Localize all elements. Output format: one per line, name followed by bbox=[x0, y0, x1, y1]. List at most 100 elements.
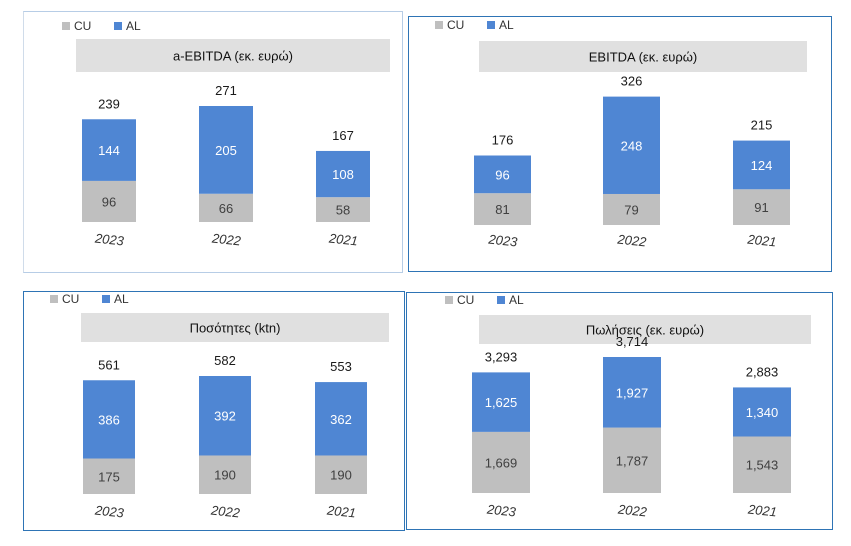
data-label-al-2023: 144 bbox=[98, 143, 120, 158]
legend-label-cu: CU bbox=[447, 18, 464, 32]
bar-al-2021 bbox=[316, 150, 370, 198]
bar-cu-2021 bbox=[733, 436, 791, 493]
data-label-al-2021: 124 bbox=[751, 158, 773, 173]
legend-label-cu: CU bbox=[457, 293, 474, 307]
total-label-2023: 561 bbox=[98, 357, 120, 372]
chart-title: Ποσότητες (ktn) bbox=[190, 321, 281, 336]
bar-al-2022 bbox=[603, 357, 661, 428]
bar-al-2023 bbox=[474, 155, 531, 194]
data-label-al-2022: 1,927 bbox=[616, 385, 649, 400]
data-label-al-2021: 1,340 bbox=[746, 405, 779, 420]
data-label-al-2022: 392 bbox=[214, 409, 236, 424]
legend-swatch-al bbox=[114, 22, 122, 30]
data-label-cu-2022: 190 bbox=[214, 468, 236, 483]
data-label-al-2022: 248 bbox=[621, 138, 643, 153]
data-label-cu-2021: 1,543 bbox=[746, 458, 779, 473]
x-tick-2022: 2022 bbox=[616, 231, 648, 249]
bar-al-2023 bbox=[83, 380, 135, 459]
total-label-2022: 326 bbox=[621, 74, 643, 89]
bar-cu-2021 bbox=[733, 189, 790, 225]
data-label-cu-2023: 81 bbox=[495, 202, 509, 217]
legend-label-cu: CU bbox=[62, 292, 79, 306]
chart-title-bar bbox=[76, 39, 390, 72]
bar-cu-2023 bbox=[83, 458, 135, 494]
legend: CU AL bbox=[435, 18, 514, 32]
legend-swatch-cu bbox=[445, 296, 453, 304]
bar-cu-2023 bbox=[474, 193, 531, 225]
bar-cu-2021 bbox=[316, 197, 370, 222]
total-label-2022: 271 bbox=[215, 83, 237, 98]
x-tick-2023: 2023 bbox=[485, 501, 517, 519]
bar-cu-2022 bbox=[603, 427, 661, 493]
bar-cu-2022 bbox=[603, 193, 660, 225]
bar-cu-2021 bbox=[315, 455, 367, 494]
legend-label-cu: CU bbox=[74, 19, 91, 33]
data-label-cu-2023: 175 bbox=[98, 469, 120, 484]
bar-cu-2022 bbox=[199, 455, 251, 494]
x-tick-2021: 2021 bbox=[325, 502, 356, 520]
x-tick-2022: 2022 bbox=[210, 230, 242, 248]
chart-sales: CU AL Πωλήσεις (εκ. ευρώ) 1,669 1,625 3,293 20… bbox=[445, 293, 811, 520]
chart-panel-a-ebitda: CU AL a-EBITDA (εκ. ευρώ) 96 144 239 2023 66 205… bbox=[23, 11, 403, 273]
chart-quantities: CU AL Ποσότητες (ktn) 175 386 561 2023 190 392 58… bbox=[50, 292, 389, 521]
total-label-2023: 176 bbox=[492, 133, 514, 148]
total-label-2023: 3,293 bbox=[485, 349, 518, 364]
x-tick-2023: 2023 bbox=[93, 502, 125, 520]
chart-panel-sales: CU AL Πωλήσεις (εκ. ευρώ) 1,669 1,625 3,293 20… bbox=[406, 292, 833, 530]
chart-ebitda: CU AL EBITDA (εκ. ευρώ) 81 96 176 2023 79 248 326… bbox=[435, 18, 807, 250]
chart-a-ebitda: CU AL a-EBITDA (εκ. ευρώ) 96 144 239 2023 66 205… bbox=[62, 19, 390, 249]
total-label-2021: 553 bbox=[330, 359, 352, 374]
legend-label-al: AL bbox=[126, 19, 141, 33]
data-label-cu-2021: 190 bbox=[330, 468, 352, 483]
legend-swatch-al bbox=[487, 21, 495, 29]
legend: CU AL bbox=[62, 19, 141, 33]
data-label-al-2021: 362 bbox=[330, 412, 352, 427]
data-label-cu-2022: 1,787 bbox=[616, 453, 649, 468]
legend-label-al: AL bbox=[499, 18, 514, 32]
bar-cu-2022 bbox=[199, 193, 253, 222]
chart-title: EBITDA (εκ. ευρώ) bbox=[589, 50, 697, 65]
legend-label-al: AL bbox=[114, 292, 129, 306]
x-tick-2021: 2021 bbox=[746, 501, 777, 519]
chart-title: Πωλήσεις (εκ. ευρώ) bbox=[586, 323, 704, 338]
bar-al-2022 bbox=[603, 96, 660, 194]
total-label-2023: 239 bbox=[98, 96, 120, 111]
total-label-2021: 215 bbox=[751, 118, 773, 133]
legend: CU AL bbox=[50, 292, 129, 306]
data-label-al-2023: 386 bbox=[98, 412, 120, 427]
legend-label-al: AL bbox=[509, 293, 524, 307]
data-label-cu-2021: 91 bbox=[754, 200, 768, 215]
total-label-2022: 3,714 bbox=[616, 334, 649, 349]
bar-al-2021 bbox=[315, 382, 367, 456]
total-label-2021: 167 bbox=[332, 128, 354, 143]
data-label-al-2022: 205 bbox=[215, 143, 237, 158]
bar-al-2023 bbox=[472, 372, 530, 432]
total-label-2021: 2,883 bbox=[746, 364, 779, 379]
bar-al-2022 bbox=[199, 106, 253, 194]
legend-swatch-al bbox=[102, 295, 110, 303]
bar-cu-2023 bbox=[82, 180, 136, 222]
chart-title: a-EBITDA (εκ. ευρώ) bbox=[173, 49, 293, 64]
x-tick-2021: 2021 bbox=[327, 230, 358, 248]
data-label-cu-2023: 1,669 bbox=[485, 455, 518, 470]
data-label-al-2023: 1,625 bbox=[485, 395, 518, 410]
bar-al-2021 bbox=[733, 387, 791, 437]
bar-al-2021 bbox=[733, 140, 790, 190]
bar-al-2023 bbox=[82, 119, 136, 181]
chart-panel-ebitda: CU AL EBITDA (εκ. ευρώ) 81 96 176 2023 79 248 326… bbox=[408, 16, 832, 272]
total-label-2022: 582 bbox=[214, 353, 236, 368]
data-label-cu-2023: 96 bbox=[102, 194, 116, 209]
data-label-cu-2021: 58 bbox=[336, 203, 350, 218]
data-label-cu-2022: 79 bbox=[624, 202, 638, 217]
x-tick-2022: 2022 bbox=[209, 502, 241, 520]
data-label-cu-2022: 66 bbox=[219, 201, 233, 216]
chart-title-bar bbox=[81, 313, 389, 342]
x-tick-2021: 2021 bbox=[746, 231, 777, 249]
chart-panel-quantities: CU AL Ποσότητες (ktn) 175 386 561 2023 190 392 58… bbox=[23, 291, 405, 531]
data-label-al-2023: 96 bbox=[495, 167, 509, 182]
data-label-al-2021: 108 bbox=[332, 167, 354, 182]
legend-swatch-cu bbox=[50, 295, 58, 303]
chart-title-bar bbox=[479, 315, 811, 344]
x-tick-2023: 2023 bbox=[487, 231, 519, 249]
legend-swatch-al bbox=[497, 296, 505, 304]
